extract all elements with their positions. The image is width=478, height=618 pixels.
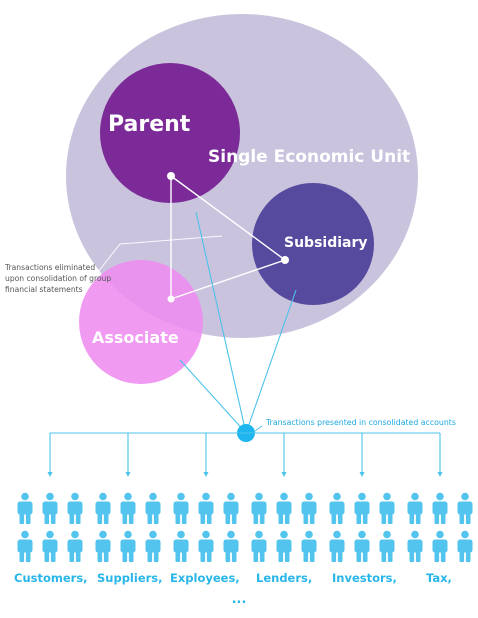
stakeholder-group-icons bbox=[251, 492, 317, 562]
person-icon bbox=[354, 530, 370, 562]
person-icon bbox=[432, 530, 448, 562]
connector-lines bbox=[179, 211, 297, 434]
associate-label: Associate bbox=[92, 328, 179, 347]
distribution-arrowhead bbox=[359, 472, 365, 477]
person-icon bbox=[198, 530, 214, 562]
distribution-arrowhead bbox=[47, 472, 53, 477]
person-icon bbox=[457, 530, 473, 562]
stakeholder-label-suppliers: Suppliers, bbox=[97, 571, 163, 585]
stakeholder-label-investors: Investors, bbox=[332, 571, 397, 585]
elimination-pointer-line bbox=[97, 235, 223, 273]
parent-circle bbox=[100, 63, 240, 203]
person-icon bbox=[198, 492, 214, 524]
single-economic-unit-label: Single Economic Unit bbox=[208, 147, 411, 167]
person-icon bbox=[42, 492, 58, 524]
associate-node bbox=[167, 295, 175, 303]
distribution-arrowhead bbox=[437, 472, 443, 477]
stakeholder-more-label: ... bbox=[231, 592, 247, 607]
person-icon bbox=[329, 530, 345, 562]
person-icon bbox=[301, 492, 317, 524]
person-icon bbox=[329, 492, 345, 524]
elimination-note: Transactions eliminated upon consolidati… bbox=[5, 262, 112, 295]
parent-connector bbox=[195, 211, 247, 434]
person-icon bbox=[457, 492, 473, 524]
subsidiary-node bbox=[281, 256, 289, 264]
hub-pointer-line bbox=[254, 425, 263, 432]
elimination-note-line: upon consolidation of group bbox=[5, 274, 112, 283]
stakeholder-people bbox=[17, 492, 473, 562]
parent-node bbox=[167, 172, 175, 180]
distribution-lines bbox=[49, 432, 441, 474]
parent-label: Parent bbox=[108, 112, 191, 137]
person-icon bbox=[120, 530, 136, 562]
elimination-note-line: financial statements bbox=[5, 285, 83, 294]
elimination-note-line: Transactions eliminated bbox=[5, 263, 96, 272]
stakeholder-label-lenders: Lenders, bbox=[256, 571, 313, 585]
consolidated-accounts-note: Transactions presented in consolidated a… bbox=[266, 418, 456, 427]
subsidiary-connector bbox=[245, 289, 297, 434]
triangle-nodes bbox=[167, 172, 289, 303]
stakeholder-group-icons bbox=[329, 492, 395, 562]
person-icon bbox=[379, 530, 395, 562]
person-icon bbox=[120, 492, 136, 524]
person-icon bbox=[67, 530, 83, 562]
stakeholder-group-icons bbox=[95, 492, 161, 562]
distribution-arrowhead bbox=[203, 472, 209, 477]
distribution-arrowheads bbox=[47, 472, 443, 477]
person-icon bbox=[67, 492, 83, 524]
distribution-arrowhead bbox=[281, 472, 287, 477]
person-icon bbox=[145, 530, 161, 562]
stakeholder-group-icons bbox=[173, 492, 239, 562]
person-icon bbox=[432, 492, 448, 524]
person-icon bbox=[354, 492, 370, 524]
person-icon bbox=[95, 530, 111, 562]
person-icon bbox=[42, 530, 58, 562]
person-icon bbox=[276, 530, 292, 562]
person-icon bbox=[95, 492, 111, 524]
stakeholder-group-icons bbox=[17, 492, 83, 562]
person-icon bbox=[251, 530, 267, 562]
person-icon bbox=[301, 530, 317, 562]
person-icon bbox=[407, 530, 423, 562]
person-icon bbox=[379, 492, 395, 524]
associate-connector bbox=[179, 359, 247, 434]
associate-circle bbox=[79, 260, 203, 384]
person-icon bbox=[17, 530, 33, 562]
person-icon bbox=[223, 492, 239, 524]
person-icon bbox=[251, 492, 267, 524]
person-icon bbox=[17, 492, 33, 524]
subsidiary-circle bbox=[252, 183, 374, 305]
stakeholder-label-employees: Exployees, bbox=[170, 571, 240, 585]
stakeholder-label-tax: Tax, bbox=[426, 571, 452, 585]
stakeholder-label-customers: Customers, bbox=[14, 571, 88, 585]
distribution-arrowhead bbox=[125, 472, 131, 477]
person-icon bbox=[276, 492, 292, 524]
eliminated-transactions-triangle bbox=[170, 175, 286, 300]
person-icon bbox=[173, 492, 189, 524]
person-icon bbox=[173, 530, 189, 562]
person-icon bbox=[145, 492, 161, 524]
person-icon bbox=[407, 492, 423, 524]
subsidiary-label: Subsidiary bbox=[284, 235, 368, 251]
person-icon bbox=[223, 530, 239, 562]
stakeholder-group-icons bbox=[407, 492, 473, 562]
stakeholder-labels: Customers, Suppliers, Exployees, Lenders… bbox=[0, 571, 478, 591]
